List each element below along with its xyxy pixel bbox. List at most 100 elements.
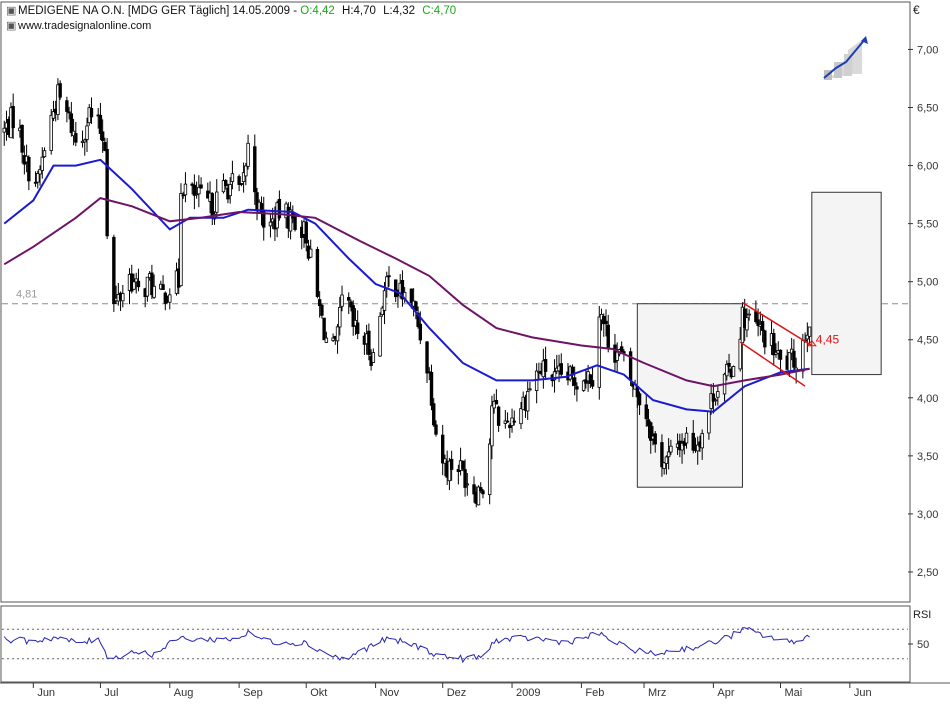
instrument-title: MEDIGENE NA O.N. [MDG GER Täglich] 14.05… [18,5,300,17]
candle [387,266,391,287]
candle-body [664,456,669,464]
website-link[interactable]: www.tradesignalonline.com [17,20,151,32]
candle [317,291,322,318]
price-panel-frame [0,1,911,603]
y-axis-tick-label: 5,00 [917,277,938,289]
x-axis-month-label: Jun [37,687,55,699]
candle [738,326,742,372]
candle [49,108,53,155]
candle-body [40,156,44,171]
candle [463,459,467,497]
candle-body [221,180,226,193]
candle [805,322,810,353]
candle [331,333,335,342]
candle [230,160,235,190]
candle-body [338,307,342,328]
candle-body [604,320,608,325]
candle-body [168,294,172,303]
candle [67,106,71,120]
candle-body [246,142,250,167]
candle-body [331,337,335,341]
x-axis-month-label: Mrz [648,687,666,699]
candle [215,179,219,218]
candle [382,281,387,325]
candle [315,246,320,299]
candle [684,426,689,449]
candle [27,155,31,191]
candle [528,381,532,392]
trend-channel-line [742,301,813,347]
candle-body [230,173,235,182]
x-axis-month-label: Aug [174,687,194,699]
candle [161,275,165,291]
candle [2,120,6,146]
candle-body [347,297,351,301]
x-axis-month-label: Dez [447,687,467,699]
collapse-icon[interactable]: ▣ [6,5,16,17]
candle-body [662,462,666,469]
candle [378,312,382,357]
candle [772,328,776,366]
candle [40,147,44,179]
candle [581,379,586,392]
candle [552,359,557,393]
candle [371,348,376,363]
candle-body [716,391,720,398]
candle [340,285,344,312]
candle [494,389,499,405]
moving-average-fast-line [3,158,810,413]
candle [434,420,438,437]
candle [505,412,510,423]
x-axis-month-label: Okt [310,687,327,699]
candle-body [215,191,219,213]
candle-body [644,404,648,420]
candle [666,438,671,470]
candle [763,329,767,355]
candle [56,78,60,121]
candle [100,119,105,153]
candle-body [492,400,496,409]
candle-body [476,486,481,506]
candle-body [461,460,465,470]
candle-body [738,338,742,370]
candle-body [134,278,138,283]
rsi-chart: 50 [2,627,929,664]
candle-body [649,422,653,441]
candle [700,429,704,460]
candle-body [512,420,516,423]
candle-body [380,307,384,316]
candle-body [197,187,201,195]
candle-body [33,181,38,184]
candle-body [637,393,642,406]
candle-body [371,352,376,363]
candle [597,305,601,400]
candle [304,217,308,252]
candle [380,305,384,317]
price-chart: 4,81 4,45 [2,78,908,508]
y-axis-tick-label: 4,00 [917,393,938,405]
candle-body [429,372,434,406]
candle-body [434,424,438,435]
candle-body [121,293,125,302]
candle-body [711,393,716,402]
candle [512,410,516,426]
candle [168,288,172,310]
candle-body [2,127,6,133]
candle [490,395,494,460]
candle [440,424,445,476]
candle [38,165,42,186]
ohlc-low: L:4,32 [383,5,415,17]
candle-body [418,323,423,341]
candle [150,264,154,300]
candle-body [684,432,689,444]
candle-body [145,276,150,297]
x-axis-month-label: Sep [243,687,263,699]
candle-body [67,111,71,114]
candle-body [150,272,154,296]
candle-body [194,193,199,196]
candle-body [463,469,467,488]
candle [807,326,812,343]
candle-body [745,317,749,331]
candle-body [190,183,194,186]
candle [105,138,109,240]
